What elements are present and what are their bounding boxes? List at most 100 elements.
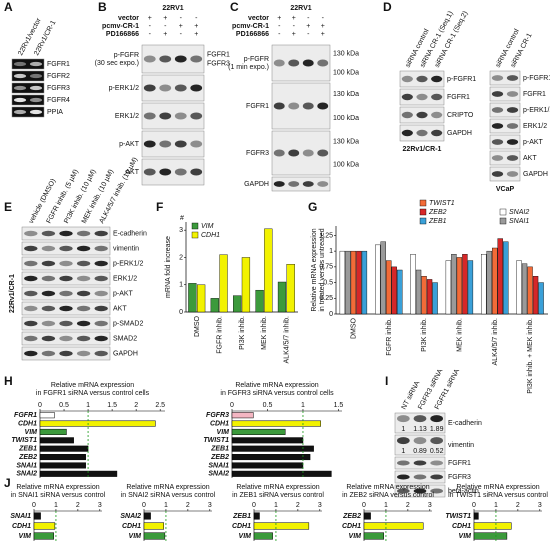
x-tick-label: 1 [301, 402, 305, 409]
band [94, 305, 108, 312]
bar [415, 269, 422, 315]
band [506, 139, 519, 145]
row-label: p-FGFR1 [523, 75, 550, 82]
band [59, 245, 73, 252]
band [401, 111, 413, 119]
y-tick-label: VIM [19, 533, 32, 540]
band [190, 168, 203, 176]
y-tick-label: 3 [179, 227, 183, 234]
x-tick-label: 0 [38, 402, 42, 409]
x-tick-label: 2 [296, 502, 300, 509]
x-tick-label: FGFR inhib. [216, 316, 223, 354]
treatment-name: pcmv-CR-1 [232, 23, 269, 30]
y-tick-label: CDH1 [18, 420, 37, 427]
x-tick-label: 1 [384, 502, 388, 509]
band [413, 474, 427, 480]
x-tick-label: 0 [142, 502, 146, 509]
y-axis-label: in treated versus untreated [319, 228, 326, 311]
bar [219, 254, 228, 313]
bar [363, 512, 371, 520]
band [41, 260, 56, 267]
bar [432, 282, 438, 315]
legend-swatch [419, 208, 427, 216]
band [24, 275, 38, 282]
x-tick-label: 3 [428, 502, 432, 509]
band-quant: 0.52 [430, 448, 444, 455]
band [24, 320, 38, 327]
band [491, 123, 504, 129]
bar [363, 522, 424, 530]
chart-title: in SNAI1 siRNA versus control [11, 492, 106, 499]
band [76, 290, 91, 297]
y-tick-label: CDH1 [342, 523, 361, 530]
band [94, 335, 108, 342]
size-marker: 130 kDa [333, 50, 359, 57]
band [159, 55, 172, 63]
y-tick-label: SNAI1 [208, 462, 229, 469]
band [41, 335, 56, 342]
row-note: (1 min expo.) [228, 64, 269, 71]
bar [532, 276, 539, 315]
treatment-sign: + [292, 31, 296, 38]
x-tick-label: 2 [516, 502, 520, 509]
y-tick-label: 1 [329, 248, 333, 255]
bar [426, 279, 433, 315]
bar [39, 454, 86, 461]
x-tick-label: 2 [186, 502, 190, 509]
bar [375, 244, 381, 315]
bar [264, 228, 273, 313]
legend-swatch [191, 231, 199, 239]
blot-strip [11, 70, 45, 82]
bar [210, 298, 219, 313]
bar [277, 281, 287, 313]
bar [231, 412, 254, 419]
band [159, 140, 172, 148]
x-tick-label: 3 [98, 502, 102, 509]
band [174, 84, 187, 92]
band-quant: 1 [401, 426, 405, 433]
x-tick-label: 1 [164, 502, 168, 509]
legend-label: TWIST1 [429, 200, 455, 207]
band [190, 55, 203, 63]
y-tick-label: TWIST1 [11, 437, 37, 444]
x-tick-label: 1 [54, 502, 58, 509]
bar [397, 269, 403, 315]
band-quant: 1.13 [413, 426, 427, 433]
x-tick-label: ALK4/5/7 inhib. [284, 316, 291, 364]
band-label: FGFR3 [207, 60, 230, 67]
x-tick-label: 0 [362, 502, 366, 509]
blot-strip [11, 82, 45, 94]
bar [39, 420, 156, 427]
bar [391, 266, 397, 315]
blot-strip [489, 134, 521, 150]
band [76, 305, 91, 312]
bar [350, 250, 357, 315]
bar [462, 254, 468, 315]
band [59, 350, 73, 357]
chart-title: in FGFR3 siRNA versus control cells [220, 390, 334, 397]
panel-letter: H [4, 374, 13, 388]
y-axis-label: Relative mRNA expression [311, 228, 318, 311]
treatment-sign: - [149, 31, 152, 38]
x-tick-label: 0.5 [263, 402, 273, 409]
band [302, 149, 314, 157]
row-note: (30 sec expo.) [95, 60, 139, 67]
bar [481, 254, 487, 315]
chart-title: Relative mRNA expression [51, 382, 134, 389]
band [143, 168, 156, 176]
row-label: ERK1/2 [115, 113, 139, 120]
band [13, 73, 27, 79]
x-tick-label: PI3K inhib. + MEK inhib. [527, 318, 534, 394]
x-tick-label: 1.5 [334, 402, 344, 409]
bar [521, 263, 528, 315]
treatment-sign: - [293, 23, 296, 30]
blot-strip [21, 331, 111, 346]
row-label: CRIPTO [447, 112, 474, 119]
treatment-name: PD166866 [236, 31, 269, 38]
bar [188, 283, 197, 313]
row-label: FGFR3 [47, 85, 70, 92]
treatment-sign: + [306, 23, 310, 30]
y-tick-label: 0 [179, 309, 183, 316]
x-tick-label: 0 [230, 402, 234, 409]
blot-caption: VCaP [496, 186, 515, 193]
